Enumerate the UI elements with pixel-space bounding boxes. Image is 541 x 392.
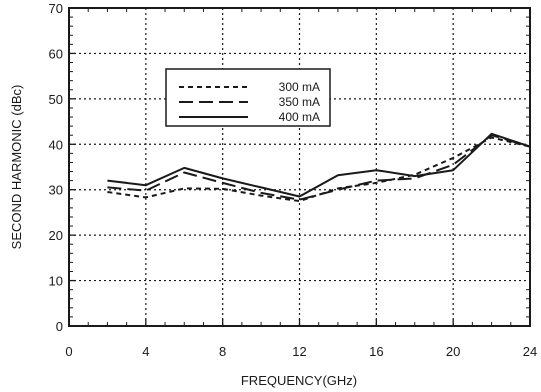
x-tick-label: 16 <box>369 344 383 359</box>
x-tick-label: 12 <box>292 344 306 359</box>
series-line-3 <box>107 132 531 198</box>
grid <box>69 8 530 326</box>
legend-label: 400 mA <box>279 110 320 124</box>
legend-label: 350 mA <box>279 95 320 109</box>
x-tick-label: 24 <box>523 344 537 359</box>
x-tick-label: 0 <box>65 344 72 359</box>
series-line-1 <box>107 136 531 203</box>
series-lines <box>107 132 531 203</box>
y-tick-label: 40 <box>49 137 63 152</box>
x-tick-label: 20 <box>446 344 460 359</box>
series-line-2 <box>107 134 531 201</box>
x-tick-label: 4 <box>142 344 149 359</box>
y-tick-label: 50 <box>49 92 63 107</box>
y-tick-label: 60 <box>49 46 63 61</box>
x-axis-title: FREQUENCY(GHz) <box>241 373 357 388</box>
y-tick-label: 20 <box>49 228 63 243</box>
y-tick-label: 70 <box>49 1 63 16</box>
y-axis-title: SECOND HARMONIC (dBc) <box>9 85 24 250</box>
axis-ticks: 0 4 8 12 16 20 24 0 10 20 30 40 50 60 70 <box>49 1 538 359</box>
y-tick-label: 30 <box>49 183 63 198</box>
y-tick-label: 10 <box>49 274 63 289</box>
legend-label: 300 mA <box>279 80 320 94</box>
x-tick-label: 8 <box>219 344 226 359</box>
y-tick-label: 0 <box>56 319 63 334</box>
